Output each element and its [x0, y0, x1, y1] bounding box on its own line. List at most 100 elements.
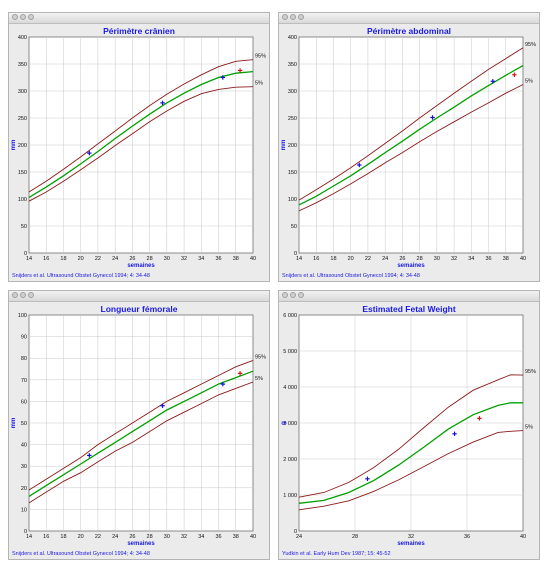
window-titlebar — [279, 13, 539, 24]
chart-title: Périmètre crânien — [103, 26, 175, 36]
annotation-p5: 5% — [525, 79, 533, 85]
y-tick-label: 4 000 — [283, 385, 297, 391]
x-tick-label: 20 — [78, 534, 84, 540]
x-tick-label: 28 — [417, 256, 423, 262]
series-line-p5 — [28, 86, 254, 202]
minimize-button[interactable] — [20, 14, 26, 20]
window-femur-length: Longueur fémorale 14 16 18 20 22 24 26 28 30 32 34… — [8, 290, 270, 560]
window-head-circumference: Périmètre crânien 14 16 18 20 22 24 26 28 30 32 34… — [8, 12, 270, 282]
y-tick-label: 1 000 — [283, 493, 297, 499]
y-axis-label: mm — [281, 140, 287, 151]
series-line-p95 — [28, 359, 254, 491]
window-titlebar — [9, 13, 269, 24]
x-tick-label: 36 — [485, 256, 491, 262]
annotation-p5: 5% — [255, 81, 263, 87]
growth-chart: 24 28 32 36 40 0 1 000 2 000 3 000 4 000 5 000 6 00… — [281, 313, 536, 547]
series-line-median — [28, 370, 254, 497]
y-tick-label: 300 — [18, 89, 27, 95]
measurement-point-blue — [357, 162, 362, 168]
close-button[interactable] — [282, 14, 288, 20]
x-tick-label: 24 — [296, 534, 302, 540]
y-tick-label: 150 — [18, 170, 27, 176]
close-button[interactable] — [12, 14, 18, 20]
x-tick-label: 38 — [233, 534, 239, 540]
chart-title: Estimated Fetal Weight — [362, 304, 456, 314]
x-axis-label: semaines — [397, 263, 425, 269]
y-tick-label: 50 — [21, 421, 27, 427]
annotation-p95: 95% — [255, 54, 266, 60]
zoom-button[interactable] — [28, 292, 34, 298]
minimize-button[interactable] — [290, 292, 296, 298]
annotation-p95: 95% — [255, 354, 266, 360]
x-tick-label: 40 — [250, 256, 256, 262]
y-tick-label: 0 — [294, 529, 297, 535]
minimize-button[interactable] — [290, 14, 296, 20]
annotation-p95: 95% — [525, 42, 536, 48]
y-tick-label: 300 — [288, 89, 297, 95]
x-tick-label: 34 — [468, 256, 474, 262]
x-tick-label: 28 — [147, 256, 153, 262]
y-tick-label: 5 000 — [283, 349, 297, 355]
zoom-button[interactable] — [298, 292, 304, 298]
y-tick-label: 100 — [288, 197, 297, 203]
y-tick-label: 40 — [21, 443, 27, 449]
y-axis-label: mm — [11, 418, 17, 429]
series-line-p5 — [298, 430, 524, 511]
y-axis-label: mm — [11, 140, 17, 151]
window-estimated-fetal-weight: Estimated Fetal Weight 24 28 32 36 40 0 1 000 2… — [278, 290, 540, 560]
y-tick-label: 0 — [24, 529, 27, 535]
x-tick-label: 18 — [330, 256, 336, 262]
citation: Snijders et al. Ultrasound Obstet Gyneco… — [12, 273, 150, 279]
y-tick-label: 60 — [21, 399, 27, 405]
y-tick-label: 6 000 — [283, 313, 297, 319]
y-tick-label: 3 000 — [283, 421, 297, 427]
measurement-point-blue — [365, 476, 370, 481]
zoom-button[interactable] — [28, 14, 34, 20]
x-tick-label: 40 — [250, 534, 256, 540]
x-tick-label: 26 — [129, 534, 135, 540]
x-axis-label: semaines — [127, 263, 155, 269]
zoom-button[interactable] — [298, 14, 304, 20]
measurement-point-blue — [490, 79, 496, 84]
y-tick-label: 2 000 — [283, 457, 297, 463]
x-tick-label: 40 — [520, 256, 526, 262]
citation: Yudkin et al. Early Hum Dev 1987; 15: 45… — [282, 551, 391, 557]
y-tick-label: 0 — [294, 251, 297, 257]
x-tick-label: 30 — [164, 534, 170, 540]
x-tick-label: 16 — [43, 256, 49, 262]
growth-chart: 14 16 18 20 22 24 26 28 30 32 34 36 38 40050100150200… — [11, 35, 266, 269]
x-tick-label: 36 — [215, 256, 221, 262]
y-tick-label: 10 — [21, 507, 27, 513]
y-tick-label: 50 — [291, 224, 297, 230]
x-tick-label: 16 — [313, 256, 319, 262]
series-line-p5 — [28, 381, 254, 504]
y-tick-label: 250 — [18, 116, 27, 122]
chart-title: Longueur fémorale — [100, 304, 178, 314]
y-tick-label: 400 — [288, 35, 297, 41]
measurement-point-blue — [430, 115, 435, 120]
window-titlebar — [9, 291, 269, 302]
x-tick-label: 32 — [181, 256, 187, 262]
close-button[interactable] — [282, 292, 288, 298]
measurement-point-blue — [160, 403, 165, 408]
annotation-p5: 5% — [525, 425, 533, 431]
y-tick-label: 20 — [21, 486, 27, 492]
measurement-point-red — [512, 72, 517, 77]
x-tick-label: 20 — [348, 256, 354, 262]
annotation-p95: 95% — [525, 369, 536, 375]
x-tick-label: 38 — [503, 256, 509, 262]
y-tick-label: 200 — [288, 143, 297, 149]
series-line-median — [298, 65, 524, 206]
x-tick-label: 20 — [78, 256, 84, 262]
window-titlebar — [279, 291, 539, 302]
y-axis-label: g — [281, 421, 287, 425]
x-tick-label: 22 — [95, 534, 101, 540]
minimize-button[interactable] — [20, 292, 26, 298]
measurement-point-blue — [452, 431, 457, 436]
x-tick-label: 26 — [129, 256, 135, 262]
close-button[interactable] — [12, 292, 18, 298]
measurement-point-blue — [87, 453, 92, 458]
y-tick-label: 250 — [288, 116, 297, 122]
x-tick-label: 36 — [464, 534, 470, 540]
measurement-point-red — [477, 416, 482, 421]
